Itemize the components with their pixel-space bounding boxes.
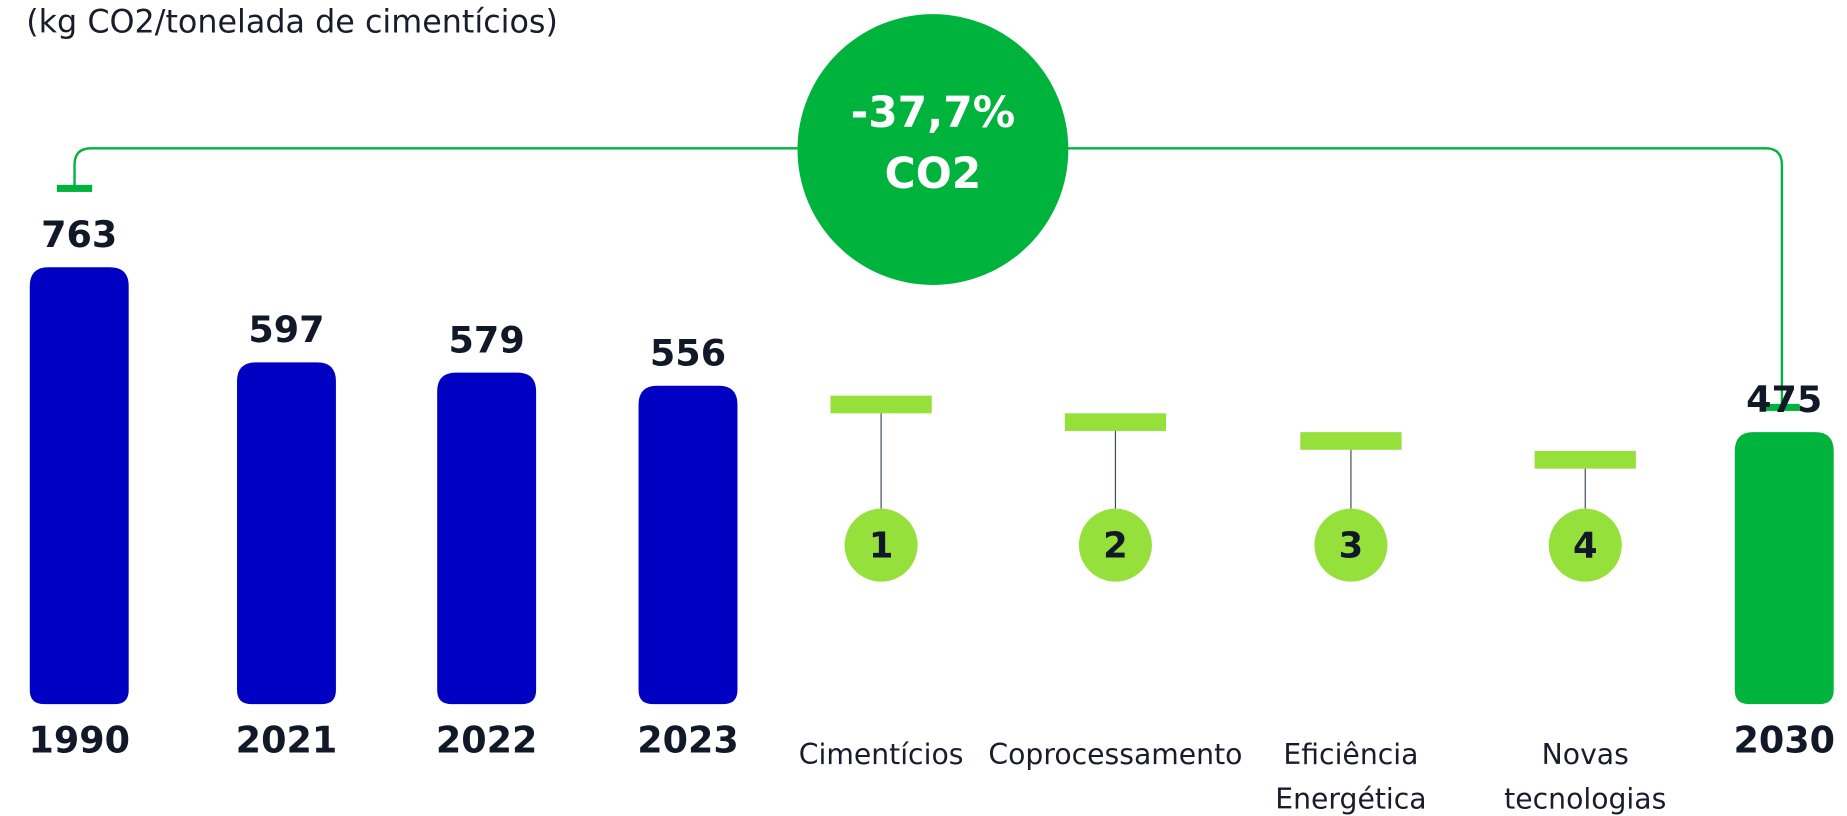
lever-circle [1314,508,1388,582]
bar [1734,432,1834,705]
bar [437,372,537,705]
lever-marker [1064,413,1167,431]
lever-marker [830,395,932,414]
badge-unit: CO2 [885,149,982,198]
badge-value: -37,7% [851,88,1016,137]
value-label: 579 [449,319,525,362]
subtitle: (kg CO2/tonelada de cimentícios) [26,4,558,41]
value-label: 475 [1746,378,1822,421]
category-label: 2021 [236,718,338,761]
lever-label: Eficiência [1283,738,1418,771]
lever-circle [1078,508,1152,582]
bar [29,267,129,705]
category-label: 1990 [28,718,130,761]
value-label: 556 [650,332,726,375]
lever-circle [1548,508,1622,582]
bar [237,362,336,705]
lever-number: 1 [869,526,894,567]
category-label: 2022 [436,718,538,761]
badge [797,14,1069,285]
lever-label: Novas [1542,738,1629,771]
lever-marker [1300,432,1402,450]
lever-circle [844,508,918,582]
lever-marker [1534,450,1636,469]
category-label: 2030 [1733,718,1835,761]
lever-number: 4 [1573,526,1598,567]
lever-number: 3 [1339,526,1364,567]
category-label: 2023 [637,718,739,761]
lever-label: Coprocessamento [988,738,1242,771]
value-label: 597 [248,308,324,351]
bar [638,385,738,705]
lever-label: Energética [1275,783,1426,816]
value-label: 763 [41,213,117,256]
bracket-cap [1764,403,1800,411]
lever-label: tecnologias [1504,783,1666,816]
lever-number: 2 [1103,526,1128,567]
lever-label: Cimentícios [799,738,964,771]
bracket-cap [56,184,93,192]
